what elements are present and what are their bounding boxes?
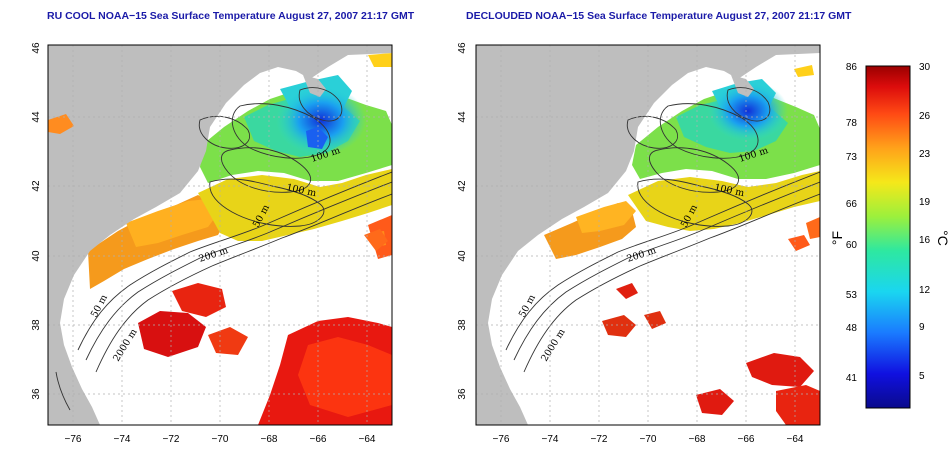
- left-lon-axis: −76 −74 −72 −70 −68 −66 −64: [65, 434, 376, 445]
- right-map-frame: [475, 44, 821, 426]
- celsius-tick: 30: [919, 62, 931, 73]
- fahrenheit-tick: 66: [846, 199, 858, 210]
- left-lon-tick: −72: [163, 434, 180, 445]
- fahrenheit-tick: 73: [846, 152, 858, 163]
- left-map-title: RU COOL NOAA−15 Sea Surface Temperature …: [47, 10, 415, 22]
- fahrenheit-tick: 41: [846, 373, 858, 384]
- left-lat-tick: 40: [31, 250, 42, 262]
- right-lat-axis: 36 38 40 42 44 46: [457, 42, 468, 400]
- right-lon-tick: −74: [542, 434, 559, 445]
- fahrenheit-tick: 60: [846, 240, 858, 251]
- right-lon-tick: −72: [591, 434, 608, 445]
- left-map-panel: 100 m 100 m 50 m 200 m 50 m 2000 m −76 −…: [31, 42, 393, 445]
- fahrenheit-tick: 48: [846, 323, 858, 334]
- colorbar-gradient: [865, 65, 911, 409]
- right-lat-tick: 42: [457, 180, 468, 192]
- right-lat-tick: 46: [457, 42, 468, 54]
- left-lon-tick: −76: [65, 434, 82, 445]
- right-lat-tick: 38: [457, 319, 468, 331]
- fahrenheit-tick: 53: [846, 290, 858, 301]
- celsius-tick: 16: [919, 235, 931, 246]
- left-lat-tick: 38: [31, 319, 42, 331]
- left-lon-tick: −70: [212, 434, 229, 445]
- left-lat-tick: 36: [31, 388, 42, 400]
- right-map-panel: 100 m 100 m 50 m 200 m 50 m 2000 m −76 −…: [457, 42, 821, 445]
- celsius-unit-label: °C: [935, 230, 950, 246]
- left-gridlines: [48, 45, 392, 425]
- temperature-colorbar: 86 78 73 66 60 53 48 41 30 26 23 19 16 1…: [829, 62, 950, 409]
- left-map-frame: [47, 44, 393, 426]
- celsius-tick: 23: [919, 149, 931, 160]
- celsius-scale: 30 26 23 19 16 12 9 5: [919, 62, 931, 382]
- right-lon-tick: −76: [493, 434, 510, 445]
- fahrenheit-unit-label: °F: [829, 231, 845, 245]
- left-lat-axis: 36 38 40 42 44 46: [31, 42, 42, 400]
- right-lat-tick: 44: [457, 111, 468, 123]
- left-lat-tick: 42: [31, 180, 42, 192]
- right-lon-tick: −68: [689, 434, 706, 445]
- left-lat-tick: 44: [31, 111, 42, 123]
- celsius-tick: 5: [919, 371, 925, 382]
- left-lat-tick: 46: [31, 42, 42, 54]
- right-lon-tick: −66: [738, 434, 755, 445]
- left-lon-tick: −66: [310, 434, 327, 445]
- right-bathymetry-contours: [505, 87, 820, 373]
- fahrenheit-tick: 86: [846, 62, 858, 73]
- right-gridlines: [476, 45, 820, 425]
- fahrenheit-tick: 78: [846, 118, 858, 129]
- right-lat-tick: 36: [457, 388, 468, 400]
- right-lon-tick: −70: [640, 434, 657, 445]
- right-map-title: DECLOUDED NOAA−15 Sea Surface Temperatur…: [466, 10, 852, 22]
- right-lon-tick: −64: [787, 434, 804, 445]
- left-lon-tick: −68: [261, 434, 278, 445]
- celsius-tick: 9: [919, 322, 925, 333]
- celsius-tick: 12: [919, 285, 931, 296]
- right-lat-tick: 40: [457, 250, 468, 262]
- celsius-tick: 19: [919, 197, 931, 208]
- right-lon-axis: −76 −74 −72 −70 −68 −66 −64: [493, 434, 804, 445]
- left-bathymetry-contours: [55, 87, 392, 411]
- left-lon-tick: −64: [359, 434, 376, 445]
- fahrenheit-scale: 86 78 73 66 60 53 48 41: [846, 62, 858, 384]
- left-lon-tick: −74: [114, 434, 131, 445]
- celsius-tick: 26: [919, 111, 931, 122]
